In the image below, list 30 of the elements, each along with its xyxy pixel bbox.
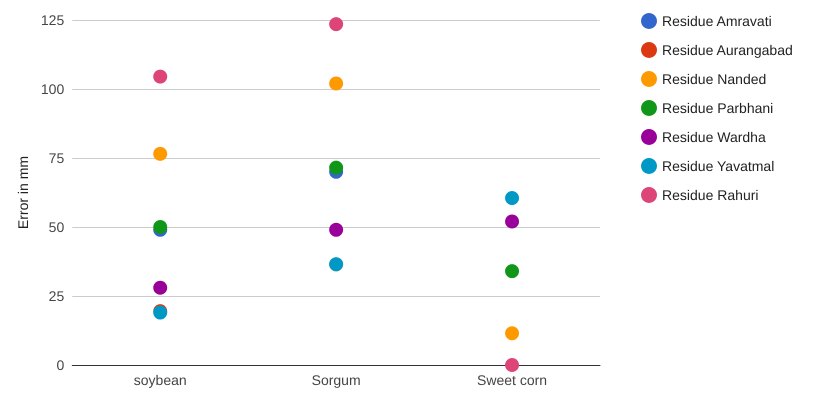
legend-label: Residue Parbhani bbox=[662, 100, 774, 116]
point bbox=[329, 160, 344, 175]
legend-label: Residue Yavatmal bbox=[662, 158, 774, 174]
x-tick-label: soybean bbox=[134, 372, 187, 388]
point bbox=[505, 264, 520, 278]
point bbox=[329, 17, 344, 32]
point bbox=[153, 146, 168, 161]
legend-label: Residue Aurangabad bbox=[662, 42, 793, 58]
point bbox=[329, 76, 344, 90]
point bbox=[329, 222, 344, 237]
point bbox=[505, 358, 520, 372]
y-tick-label: 25 bbox=[48, 288, 64, 304]
legend-label: Residue Wardha bbox=[662, 129, 766, 145]
x-tick-label: Sorgum bbox=[312, 372, 361, 388]
y-tick-label: 125 bbox=[40, 12, 64, 28]
point bbox=[153, 70, 168, 84]
legend-label: Residue Rahuri bbox=[662, 187, 758, 203]
point bbox=[153, 220, 168, 234]
x-tick-label: Sweet corn bbox=[477, 372, 548, 388]
point bbox=[505, 214, 520, 228]
y-tick-label: 0 bbox=[56, 357, 64, 373]
y-tick-label: 75 bbox=[48, 150, 64, 166]
point bbox=[153, 280, 168, 295]
y-tick-label: 100 bbox=[40, 81, 64, 97]
point bbox=[505, 191, 520, 206]
y-axis-title: Error in mm bbox=[15, 156, 31, 230]
y-tick-label: 50 bbox=[48, 219, 64, 235]
legend-label: Residue Amravati bbox=[662, 13, 772, 29]
legend-label: Residue Nanded bbox=[662, 71, 766, 87]
point bbox=[505, 326, 520, 340]
